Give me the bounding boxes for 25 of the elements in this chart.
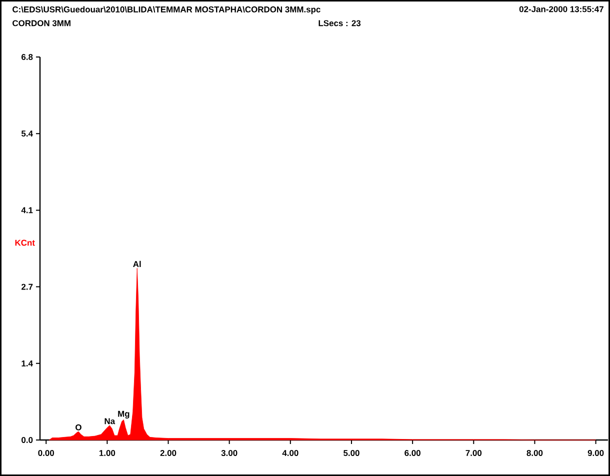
x-tick-label: 8.00 bbox=[526, 450, 543, 456]
chart-title: C:\EDS\USR\Guedouar\2010\BLIDA\TEMMAR MOSTAPHA\CORDON 3MM.spc bbox=[12, 6, 320, 14]
y-tick-label: 1.4 bbox=[22, 360, 33, 366]
y-axis-title: KCnt bbox=[15, 240, 35, 246]
x-tick-label: 3.00 bbox=[221, 450, 238, 456]
y-tick-label: 5.4 bbox=[21, 130, 33, 137]
y-tick-label: 6.8 bbox=[22, 54, 33, 60]
x-tick-label: 9.00 bbox=[588, 450, 604, 456]
x-tick-label: 4.00 bbox=[282, 450, 298, 456]
y-tick-label: 0.0 bbox=[22, 437, 33, 443]
text: 02-Jan-2000 13:55:47 bbox=[519, 6, 604, 12]
x-tick-label: 5.00 bbox=[344, 450, 360, 456]
x-tick-label: 2.00 bbox=[160, 450, 176, 456]
annotation: Al bbox=[133, 260, 141, 268]
annotation: Na bbox=[104, 418, 116, 424]
x-tick-label: 0.00 bbox=[38, 450, 54, 456]
x-tick-label: 6.00 bbox=[404, 450, 420, 456]
text: CORDON 3MM bbox=[12, 20, 70, 26]
annotation: O bbox=[76, 424, 82, 430]
x-tick-label: 1.00 bbox=[99, 450, 116, 456]
x-tick-label: 7.00 bbox=[466, 450, 482, 456]
y-tick-label: 4.1 bbox=[21, 207, 33, 214]
y-tick-label: 2.7 bbox=[22, 284, 33, 290]
text: LSecs : 23 bbox=[318, 20, 361, 26]
annotation: Mg bbox=[118, 410, 130, 419]
